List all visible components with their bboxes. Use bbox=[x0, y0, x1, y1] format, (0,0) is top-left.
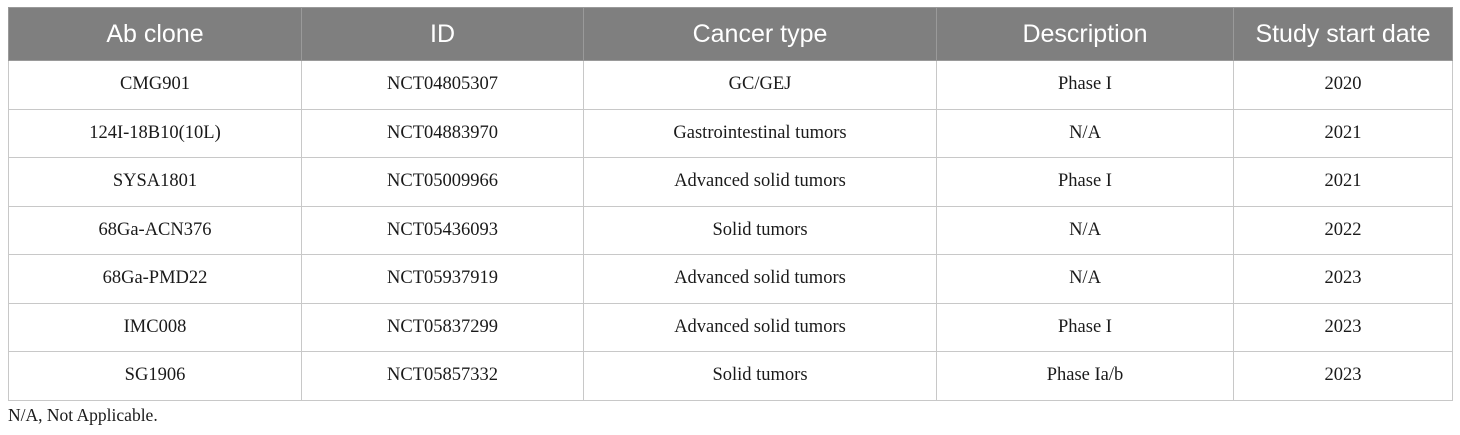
cell-description: Phase I bbox=[936, 302, 1234, 352]
column-header-cancer-type: Cancer type bbox=[583, 7, 937, 61]
cell-id: NCT05436093 bbox=[301, 205, 584, 255]
cell-ab-clone: SG1906 bbox=[8, 351, 302, 401]
table-row: SYSA1801 NCT05009966 Advanced solid tumo… bbox=[8, 157, 1453, 207]
table-row: 68Ga-PMD22 NCT05937919 Advanced solid tu… bbox=[8, 254, 1453, 304]
cell-description: N/A bbox=[936, 108, 1234, 158]
table-footnote: N/A, Not Applicable. bbox=[8, 405, 158, 425]
clinical-trials-table-container: Ab clone ID Cancer type Description Stud… bbox=[8, 7, 1453, 401]
cell-study-start-date: 2023 bbox=[1233, 302, 1453, 352]
cell-ab-clone: SYSA1801 bbox=[8, 157, 302, 207]
table-row: IMC008 NCT05837299 Advanced solid tumors… bbox=[8, 302, 1453, 352]
cell-description: Phase I bbox=[936, 60, 1234, 110]
table-row: 68Ga-ACN376 NCT05436093 Solid tumors N/A… bbox=[8, 205, 1453, 255]
cell-id: NCT05009966 bbox=[301, 157, 584, 207]
cell-study-start-date: 2020 bbox=[1233, 60, 1453, 110]
table-row: CMG901 NCT04805307 GC/GEJ Phase I 2020 bbox=[8, 60, 1453, 110]
cell-ab-clone: IMC008 bbox=[8, 302, 302, 352]
cell-id: NCT05857332 bbox=[301, 351, 584, 401]
cell-study-start-date: 2022 bbox=[1233, 205, 1453, 255]
cell-description: N/A bbox=[936, 254, 1234, 304]
cell-cancer-type: GC/GEJ bbox=[583, 60, 937, 110]
cell-study-start-date: 2021 bbox=[1233, 108, 1453, 158]
column-header-id: ID bbox=[301, 7, 584, 61]
cell-study-start-date: 2023 bbox=[1233, 254, 1453, 304]
cell-cancer-type: Advanced solid tumors bbox=[583, 157, 937, 207]
table-body: CMG901 NCT04805307 GC/GEJ Phase I 2020 1… bbox=[8, 60, 1453, 401]
cell-description: Phase Ia/b bbox=[936, 351, 1234, 401]
clinical-trials-table: Ab clone ID Cancer type Description Stud… bbox=[8, 7, 1453, 401]
cell-id: NCT04883970 bbox=[301, 108, 584, 158]
table-header: Ab clone ID Cancer type Description Stud… bbox=[8, 7, 1453, 61]
cell-ab-clone: 68Ga-ACN376 bbox=[8, 205, 302, 255]
cell-description: N/A bbox=[936, 205, 1234, 255]
cell-study-start-date: 2021 bbox=[1233, 157, 1453, 207]
header-row: Ab clone ID Cancer type Description Stud… bbox=[8, 7, 1453, 61]
cell-cancer-type: Solid tumors bbox=[583, 205, 937, 255]
cell-study-start-date: 2023 bbox=[1233, 351, 1453, 401]
cell-cancer-type: Solid tumors bbox=[583, 351, 937, 401]
cell-cancer-type: Gastrointestinal tumors bbox=[583, 108, 937, 158]
cell-ab-clone: 68Ga-PMD22 bbox=[8, 254, 302, 304]
table-row: 124I-18B10(10L) NCT04883970 Gastrointest… bbox=[8, 108, 1453, 158]
column-header-ab-clone: Ab clone bbox=[8, 7, 302, 61]
column-header-study-start-date: Study start date bbox=[1233, 7, 1453, 61]
cell-description: Phase I bbox=[936, 157, 1234, 207]
cell-cancer-type: Advanced solid tumors bbox=[583, 254, 937, 304]
table-row: SG1906 NCT05857332 Solid tumors Phase Ia… bbox=[8, 351, 1453, 401]
cell-id: NCT05837299 bbox=[301, 302, 584, 352]
column-header-description: Description bbox=[936, 7, 1234, 61]
cell-id: NCT04805307 bbox=[301, 60, 584, 110]
cell-ab-clone: 124I-18B10(10L) bbox=[8, 108, 302, 158]
cell-id: NCT05937919 bbox=[301, 254, 584, 304]
cell-ab-clone: CMG901 bbox=[8, 60, 302, 110]
cell-cancer-type: Advanced solid tumors bbox=[583, 302, 937, 352]
